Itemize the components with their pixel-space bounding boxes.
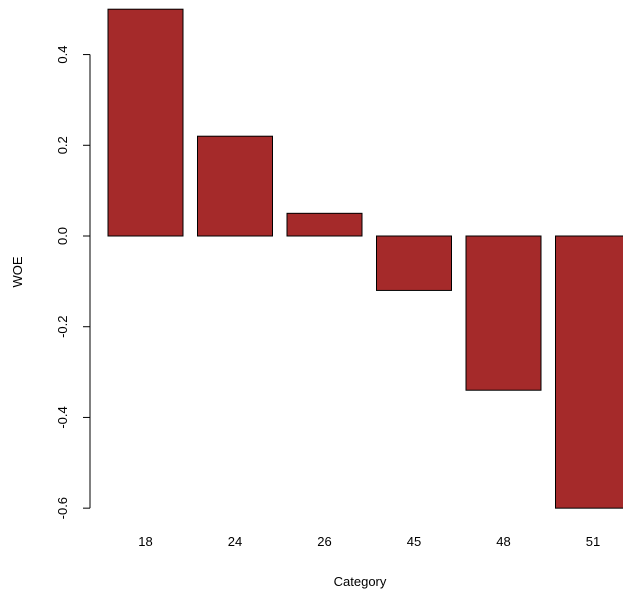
x-tick-label-45: 45 (407, 534, 421, 549)
bar-51 (555, 235, 623, 509)
bar-18 (107, 8, 184, 237)
x-axis-title: Category (334, 574, 387, 589)
x-category-labels: 18 24 26 45 48 51 (138, 534, 600, 549)
y-axis-title: WOE (10, 256, 25, 287)
x-tick-label-51: 51 (586, 534, 600, 549)
bar-26 (286, 212, 363, 237)
bar-24 (197, 135, 273, 237)
y-tick-label--0.4: -0.4 (55, 406, 70, 428)
y-tick-label--0.2: -0.2 (55, 316, 70, 338)
y-axis: -0.6 -0.4 -0.2 0.0 0.2 0.4 (55, 46, 91, 519)
x-tick-label-48: 48 (496, 534, 510, 549)
y-tick-label-0.2: 0.2 (55, 136, 70, 154)
y-tick-label-0.0: 0.0 (55, 227, 70, 245)
x-tick-label-24: 24 (228, 534, 242, 549)
x-tick-label-26: 26 (317, 534, 331, 549)
y-tick-label-0.4: 0.4 (55, 46, 70, 64)
bar-48 (465, 235, 542, 391)
x-tick-label-18: 18 (138, 534, 152, 549)
y-tick-label--0.6: -0.6 (55, 497, 70, 519)
bars-layer (107, 8, 623, 509)
bar-45 (376, 235, 452, 291)
